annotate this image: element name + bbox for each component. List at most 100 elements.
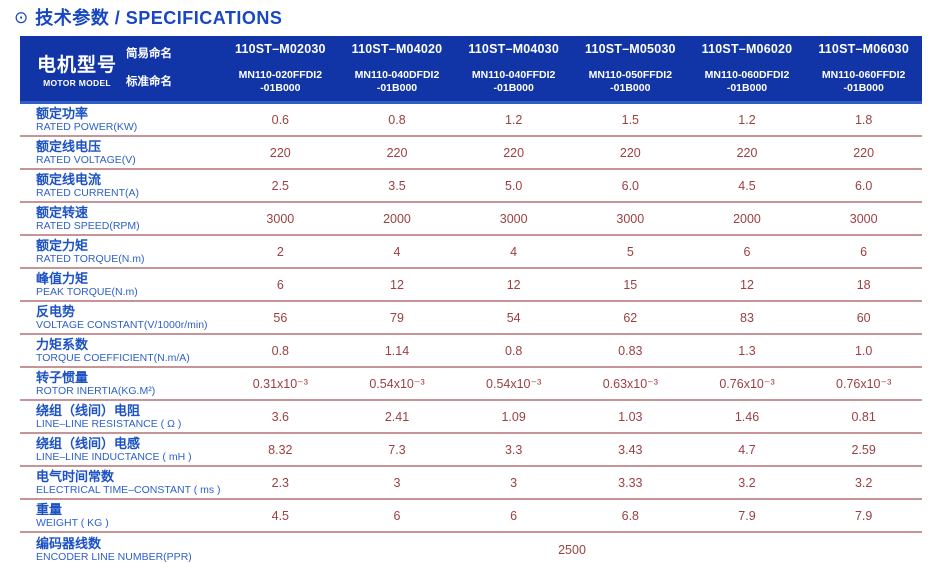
header-corner-cell: 电机型号 MOTOR MODEL 简易命名 标准命名 [20,36,222,101]
cell-value-merged: 2500 [558,542,586,557]
model-simple-name: 110ST–M06020 [701,42,793,56]
model-column-header: 110ST–M06030 MN110-060FFDI2 -01B000 [805,36,922,101]
table-row-electrical-time-constant: 电气时间常数 ELECTRICAL TIME–CONSTANT ( ms ) 2… [20,467,922,500]
param-label-cn: 额定线电流 [36,172,102,187]
table-row-peak-torque: 峰值力矩 PEAK TORQUE(N.m) 6 12 12 15 12 18 [20,269,922,302]
cell-value: 6 [393,508,401,523]
param-label: 峰值力矩 PEAK TORQUE(N.m) [20,271,222,298]
table-row-line-line-resistance: 绕组（线间）电阻 LINE–LINE RESISTANCE ( Ω ) 3.6 … [20,401,922,434]
param-label-en: RATED TORQUE(N.m) [36,253,145,265]
cell-value: 0.54x10⁻³ [369,377,425,391]
cell-value: 4 [510,244,518,259]
cell-value: 6.8 [621,508,640,523]
cell-value: 2.59 [851,442,876,457]
param-label-en: LINE–LINE RESISTANCE ( Ω ) [36,418,182,430]
param-label: 额定功率 RATED POWER(KW) [20,106,222,133]
cell-value: 0.76x10⁻³ [836,377,892,391]
standard-name-line1: MN110-060FFDI2 [821,68,906,81]
cell-value: 0.8 [388,112,406,127]
param-label-en: PEAK TORQUE(N.m) [36,286,138,298]
param-label-cn: 额定功率 [36,106,89,121]
cell-value: 3.43 [618,442,643,457]
cell-value: 3.33 [618,475,643,490]
standard-name-line1: MN110-050FFDI2 [588,68,673,81]
param-label-en: RATED POWER(KW) [36,121,138,133]
table-row-line-line-inductance: 绕组（线间）电感 LINE–LINE INDUCTANCE ( mH ) 8.3… [20,434,922,467]
cell-value: 220 [736,145,758,160]
cell-value: 0.54x10⁻³ [486,377,542,391]
param-label-cn: 重量 [36,502,63,517]
name-type-labels: 简易命名 标准命名 [120,36,222,101]
table-header: 电机型号 MOTOR MODEL 简易命名 标准命名 110ST–M02030 … [20,36,922,104]
model-column-header: 110ST–M04030 MN110-040FFDI2 -01B000 [455,36,572,101]
cell-value: 0.6 [271,112,290,127]
param-label-cn: 电气时间常数 [36,469,115,484]
param-label-en: RATED VOLTAGE(V) [36,154,136,166]
standard-name-line1: MN110-040FFDI2 [471,68,556,81]
motor-model-heading: 电机型号 MOTOR MODEL [20,36,120,101]
model-standard-name: MN110-020FFDI2 -01B000 [222,69,339,96]
table-row-torque-coefficient: 力矩系数 TORQUE COEFFICIENT(N.m/A) 0.8 1.14 … [20,335,922,368]
param-label-cn: 编码器线数 [36,536,102,551]
cell-value: 220 [853,145,875,160]
param-label: 额定线电流 RATED CURRENT(A) [20,172,222,199]
cell-value: 5 [626,244,634,259]
cell-value: 2.3 [271,475,290,490]
standard-name-line1: MN110-040DFDI2 [354,68,440,81]
param-label-cn: 额定转速 [36,205,89,220]
param-label: 转子惯量 ROTOR INERTIA(KG.M²) [20,370,222,397]
model-simple-name: 110ST–M04030 [468,42,559,56]
simple-name-label: 简易命名 [126,48,172,60]
cell-value: 2.5 [271,178,290,193]
page-title-text: 技术参数 / SPECIFICATIONS [35,8,283,28]
param-label-cn: 力矩系数 [36,337,89,352]
cell-value: 7.3 [388,442,406,457]
cell-value: 1.0 [854,343,873,358]
cell-value: 12 [740,277,754,292]
param-label-en: WEIGHT ( KG ) [36,517,109,529]
motor-model-cn: 电机型号 [36,54,117,76]
model-column-header: 110ST–M05030 MN110-050FFDI2 -01B000 [572,36,689,101]
cell-value: 2000 [383,211,411,226]
cell-value: 54 [506,310,521,325]
standard-name-line2: -01B000 [376,82,418,95]
standard-name-line2: -01B000 [843,82,884,95]
cell-value: 0.81 [851,409,876,424]
cell-value: 0.76x10⁻³ [719,377,775,391]
param-label-en: ENCODER LINE NUMBER(PPR) [36,551,192,563]
param-label-cn: 峰值力矩 [36,271,89,286]
table-row-rated-speed: 额定转速 RATED SPEED(RPM) 3000 2000 3000 300… [20,203,922,236]
table-row-encoder-line-number: 编码器线数 ENCODER LINE NUMBER(PPR) 2500 [20,533,922,563]
cell-value: 3000 [499,211,528,226]
standard-name-line1: MN110-020FFDI2 [238,68,323,81]
cell-value: 3.2 [738,475,756,490]
cell-value: 56 [273,310,288,325]
cell-value: 6.0 [854,178,873,193]
table-row-rotor-inertia: 转子惯量 ROTOR INERTIA(KG.M²) 0.31x10⁻³ 0.54… [20,368,922,401]
cell-value: 1.46 [734,409,760,424]
cell-value: 1.3 [738,343,756,358]
model-standard-name: MN110-040DFDI2 -01B000 [339,69,456,96]
standard-name-line2: -01B000 [260,82,301,95]
cell-value: 8.32 [268,442,293,457]
cell-value: 220 [619,145,641,160]
standard-name-label: 标准命名 [126,76,172,88]
table-row-rated-torque: 额定力矩 RATED TORQUE(N.m) 2 4 4 5 6 6 [20,236,922,269]
param-label: 反电势 VOLTAGE CONSTANT(V/1000r/min) [20,304,222,331]
cell-value: 2.41 [384,409,410,424]
param-label: 重量 WEIGHT ( KG ) [20,502,222,529]
model-standard-name: MN110-050FFDI2 -01B000 [572,69,689,96]
param-label-cn: 转子惯量 [36,370,89,385]
cell-value: 12 [506,277,521,292]
param-label: 力矩系数 TORQUE COEFFICIENT(N.m/A) [20,337,222,364]
cell-value: 220 [386,145,408,160]
table-row-rated-voltage: 额定线电压 RATED VOLTAGE(V) 220 220 220 220 2… [20,137,922,170]
param-label-en: LINE–LINE INDUCTANCE ( mH ) [36,451,192,463]
param-label: 额定转速 RATED SPEED(RPM) [20,205,222,232]
cell-value: 1.2 [738,112,756,127]
cell-value: 5.0 [504,178,523,193]
cell-value: 6 [860,244,868,259]
model-simple-name: 110ST–M06030 [818,42,909,56]
table-row-rated-current: 额定线电流 RATED CURRENT(A) 2.5 3.5 5.0 6.0 4… [20,170,922,203]
